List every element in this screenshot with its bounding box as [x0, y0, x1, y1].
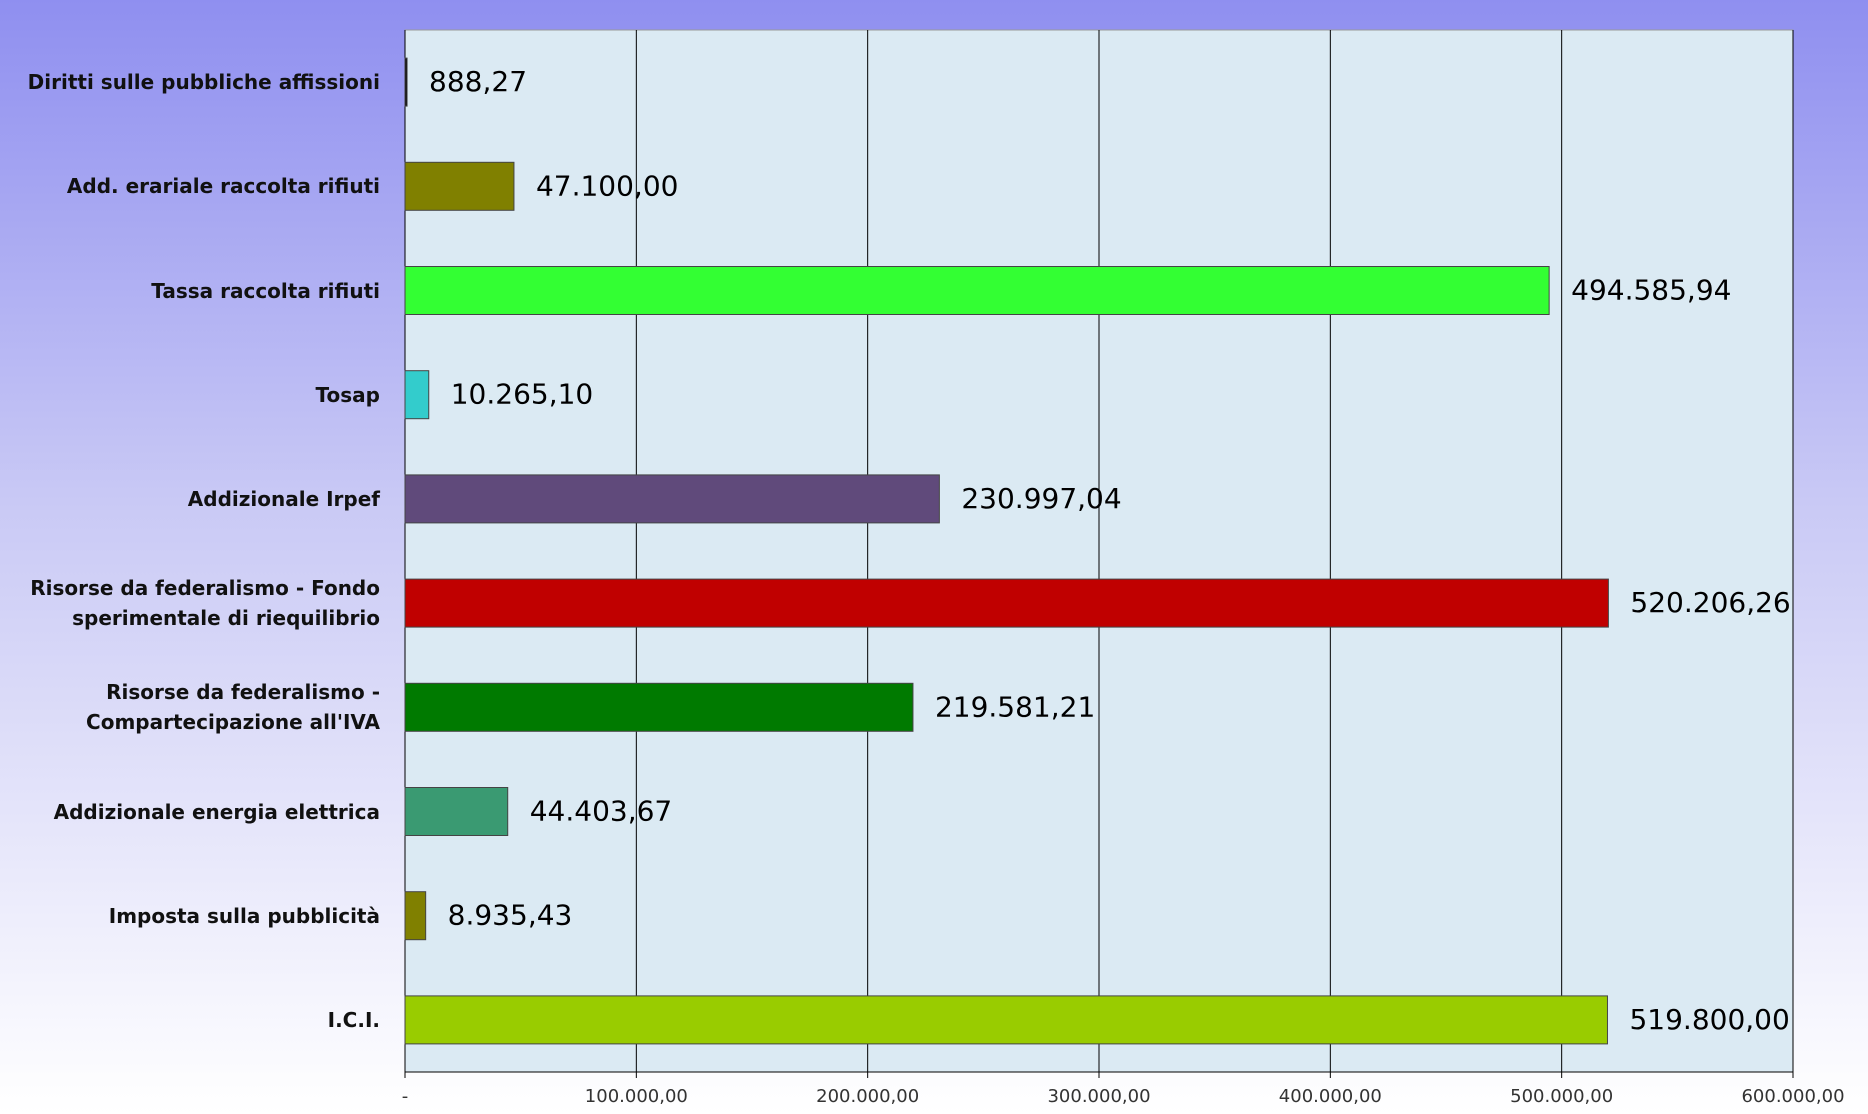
category-label: Add. erariale raccolta rifiuti	[66, 174, 380, 199]
bar	[404, 370, 430, 420]
data-label: 8.935,43	[448, 899, 573, 932]
data-label: 888,27	[429, 65, 527, 98]
data-label: 10.265,10	[451, 378, 594, 411]
x-tick-label: 100.000,00	[585, 1086, 688, 1107]
x-tick-label: 300.000,00	[1047, 1086, 1150, 1107]
category-label: I.C.I.	[327, 1007, 380, 1032]
bar	[404, 474, 940, 524]
data-label: 44.403,67	[530, 795, 673, 828]
data-label: 47.100,00	[536, 169, 679, 202]
bar	[404, 161, 515, 211]
category-label: Imposta sulla pubblicità	[108, 903, 380, 928]
category-label: Tassa raccolta rifiuti	[151, 278, 380, 303]
category-label: Risorse da federalismo - Fondo speriment…	[30, 576, 380, 631]
data-label: 519.800,00	[1629, 1003, 1789, 1036]
data-label: 520.206,26	[1630, 586, 1790, 619]
bar	[404, 578, 1609, 628]
bar	[404, 266, 1550, 315]
x-tick-label: -	[402, 1086, 409, 1107]
category-label: Addizionale Irpef	[187, 486, 380, 511]
bar	[404, 787, 509, 836]
data-label: 494.585,94	[1571, 274, 1731, 307]
category-label: Addizionale energia elettrica	[53, 799, 380, 824]
x-tick-label: 500.000,00	[1510, 1086, 1613, 1107]
data-label: 219.581,21	[935, 690, 1095, 723]
x-tick-label: 400.000,00	[1279, 1086, 1382, 1107]
bar	[404, 57, 408, 107]
bar	[404, 682, 914, 732]
x-tick-label: 600.000,00	[1741, 1086, 1844, 1107]
x-tick-label: 200.000,00	[816, 1086, 919, 1107]
category-label: Risorse da federalismo - Compartecipazio…	[86, 680, 380, 735]
bar	[404, 891, 427, 941]
category-label: Diritti sulle pubbliche affissioni	[27, 70, 380, 95]
data-label: 230.997,04	[961, 482, 1121, 515]
bar	[404, 995, 1608, 1045]
category-label: Tosap	[315, 382, 380, 407]
